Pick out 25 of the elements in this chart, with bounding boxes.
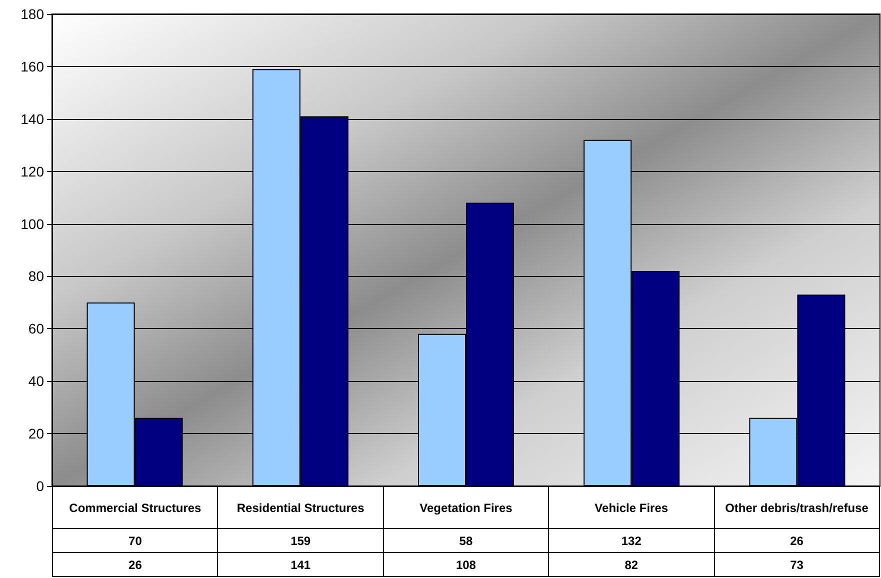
- x-tick-label: Commercial Structures: [52, 486, 218, 528]
- y-tick-label: 100: [20, 216, 44, 232]
- data-label: 26: [52, 552, 218, 576]
- data-label: 58: [383, 528, 549, 552]
- y-tick-label: 0: [36, 478, 44, 494]
- y-tick-label: 160: [20, 58, 44, 74]
- y-tick-label: 140: [20, 110, 44, 127]
- x-tick-label: Vehicle Fires: [548, 486, 714, 528]
- y-tick-label: 60: [28, 320, 44, 337]
- y-tick-label: 20: [28, 426, 44, 442]
- y-tick-label: 180: [20, 6, 44, 22]
- data-label: 82: [548, 552, 714, 576]
- data-label: 141: [218, 552, 384, 576]
- x-tick-label: Other debris/trash/refuse: [714, 486, 880, 528]
- x-tick-label: Residential Structures: [218, 486, 384, 528]
- data-label: 108: [383, 552, 549, 576]
- data-label: 73: [714, 552, 880, 576]
- data-label: 70: [52, 528, 218, 552]
- y-tick-label: 40: [28, 373, 44, 390]
- y-tick-label: 120: [20, 163, 44, 180]
- data-label: 26: [714, 528, 880, 552]
- x-tick-label: Vegetation Fires: [383, 486, 549, 528]
- data-label: 159: [218, 528, 384, 552]
- y-tick-label: 80: [28, 268, 44, 284]
- data-label: 132: [548, 528, 714, 552]
